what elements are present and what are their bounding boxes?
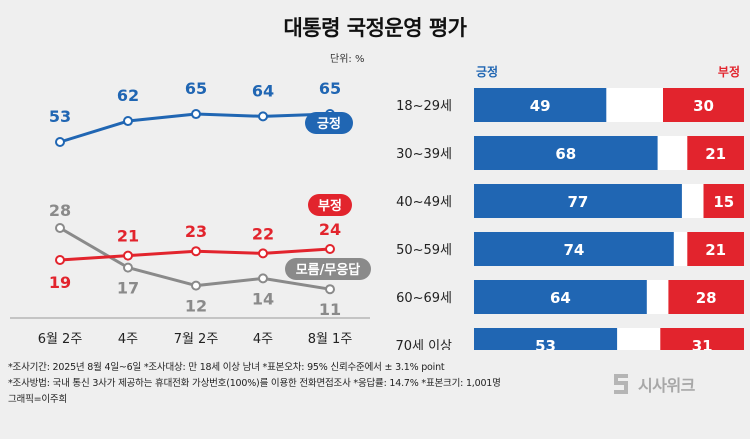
bar-positive — [474, 136, 658, 170]
bar-negative — [668, 280, 744, 314]
data-point — [325, 284, 335, 295]
unit-label: 단위: % — [330, 54, 365, 65]
data-point — [258, 111, 268, 122]
bar-negative — [663, 88, 744, 122]
legend-badge-2 — [285, 258, 371, 280]
publisher-logo: 시사위크 — [610, 372, 695, 396]
x-tick-label: 6월 2주 — [38, 332, 83, 347]
data-label: 22 — [252, 224, 274, 243]
row-label: 40~49세 — [396, 195, 452, 210]
data-point — [123, 262, 133, 273]
data-point — [191, 109, 201, 120]
x-tick-label: 8월 1주 — [308, 332, 353, 347]
data-point — [55, 223, 65, 233]
data-point — [191, 246, 201, 257]
row-label: 70세 이상 — [395, 339, 452, 350]
bar-positive — [474, 328, 618, 350]
legend-negative: 부정 — [718, 64, 740, 79]
x-tick-label: 4주 — [118, 332, 138, 347]
data-point — [191, 280, 201, 291]
data-point — [55, 255, 65, 265]
bar-positive — [474, 232, 674, 266]
data-label: 19 — [49, 273, 71, 292]
row-label: 50~59세 — [396, 243, 452, 258]
row-label: 60~69세 — [396, 291, 452, 306]
line-chart: 28 17 12 14 11 19 21 23 22 24 53 62 65 64 65 긍정부정모름/무응답… — [10, 79, 371, 347]
bar-negative-label: 15 — [713, 193, 734, 211]
data-point — [55, 137, 65, 147]
x-tick-label: 4주 — [253, 332, 273, 347]
legend-positive: 긍정 — [476, 64, 498, 79]
bar-negative — [660, 328, 744, 350]
row-label: 18~29세 — [396, 99, 452, 114]
bar-positive — [474, 88, 607, 122]
data-label: 65 — [185, 79, 207, 98]
data-label: 62 — [117, 86, 139, 105]
bar-negative-label: 21 — [705, 145, 726, 163]
data-label: 12 — [185, 297, 207, 316]
x-tick-label: 7월 2주 — [174, 332, 219, 347]
data-label: 64 — [252, 81, 274, 100]
bar-negative — [687, 136, 744, 170]
data-label: 23 — [185, 222, 207, 241]
footnotes: *조사기간: 2025년 8월 4일~6일 *조사대상: 만 18세 이상 남녀… — [8, 360, 501, 408]
data-label: 21 — [117, 227, 139, 246]
data-label: 53 — [49, 107, 71, 126]
data-point — [325, 244, 335, 254]
bar-positive-label: 77 — [568, 193, 589, 211]
row-label: 30~39세 — [396, 147, 452, 162]
data-label: 17 — [117, 279, 139, 298]
bar-positive-label: 64 — [550, 289, 571, 307]
bar-chart: 긍정 부정 18~29세 49 30 30~39세 68 21 40~49세 77 15 50~59세… — [395, 64, 744, 350]
footnote-survey-method: *조사방법: 국내 통신 3사가 제공하는 휴대전화 가상번호(100%)를 이… — [8, 378, 501, 389]
data-label: 14 — [252, 289, 274, 308]
legend-label-2: 모름/무응답 — [296, 263, 361, 278]
bar-negative-label: 28 — [696, 289, 717, 307]
data-point — [258, 248, 268, 259]
footnote-graphic-credit: 그래픽=이주희 — [8, 394, 68, 405]
legend-label-0: 긍정 — [317, 116, 341, 132]
legend-badge-1 — [308, 194, 352, 216]
data-label: 28 — [49, 201, 71, 220]
sisaweek-s-logo-icon — [614, 374, 628, 394]
data-point — [123, 250, 133, 261]
bar-negative-label: 21 — [705, 241, 726, 259]
bar-negative — [703, 184, 744, 218]
data-label: 65 — [319, 79, 341, 98]
data-label: 24 — [319, 220, 341, 239]
bar-positive — [474, 184, 682, 218]
bar-positive-label: 68 — [555, 145, 576, 163]
data-label: 11 — [319, 300, 341, 319]
bar-negative-label: 31 — [692, 337, 713, 350]
bar-positive — [474, 280, 647, 314]
bar-positive-label: 49 — [530, 97, 551, 115]
data-point — [258, 273, 268, 284]
bar-negative-label: 30 — [693, 97, 714, 115]
legend-label-1: 부정 — [318, 198, 342, 214]
logo-text: 시사위크 — [638, 376, 695, 395]
chart-title: 대통령 국정운영 평가 — [283, 16, 467, 40]
bar-positive-label: 53 — [535, 337, 556, 350]
legend-badge-0 — [305, 112, 353, 134]
data-point — [123, 116, 133, 127]
footnote-survey-period: *조사기간: 2025년 8월 4일~6일 *조사대상: 만 18세 이상 남녀… — [8, 362, 445, 373]
bar-negative — [687, 232, 744, 266]
bar-positive-label: 74 — [563, 241, 584, 259]
